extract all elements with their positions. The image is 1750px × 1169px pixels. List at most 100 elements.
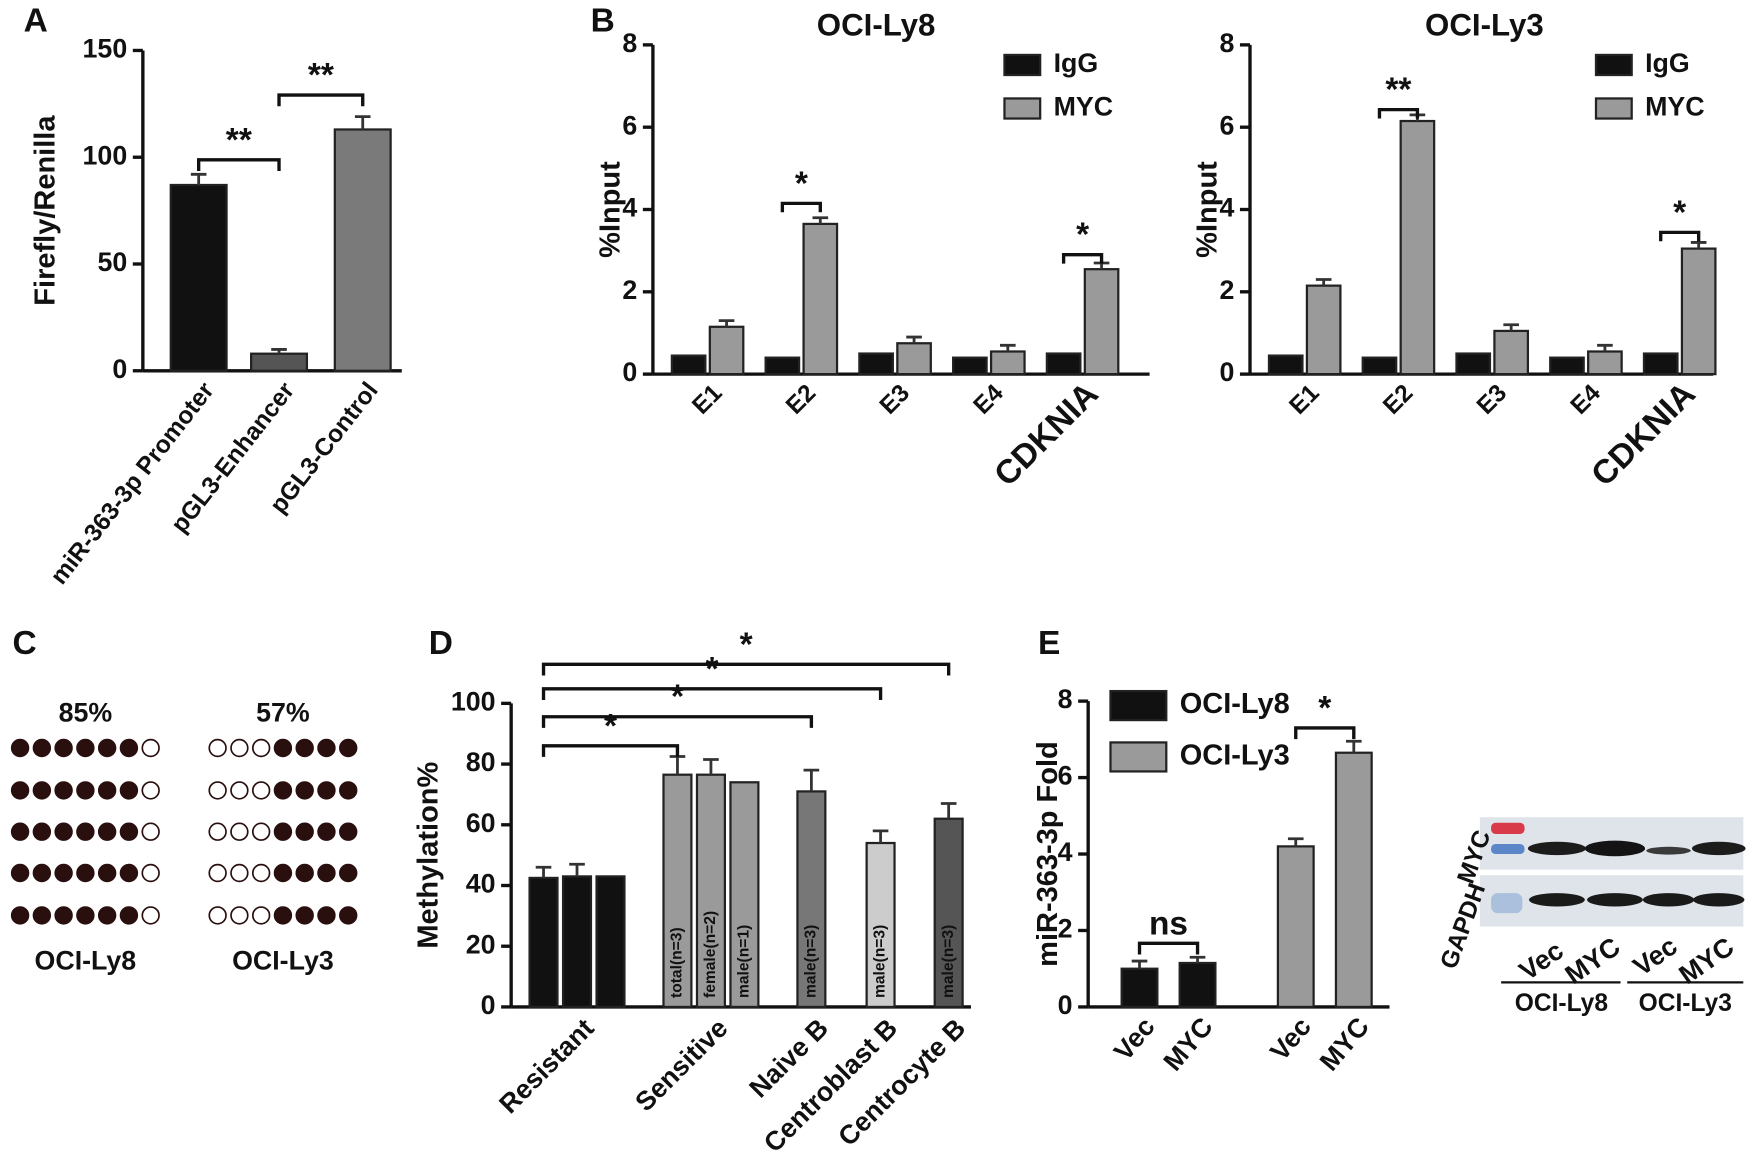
group-label: OCI-Ly8 — [1515, 990, 1608, 1017]
cpg-site — [317, 906, 336, 925]
bar-inner-label: total(n=3) — [535, 927, 552, 998]
cpg-site — [251, 738, 271, 758]
cpg-site — [208, 822, 227, 841]
cpg-site — [119, 781, 139, 800]
y-tick-label: 0 — [622, 357, 637, 387]
cpg-site — [230, 906, 249, 925]
cpg-site — [97, 906, 117, 925]
panel-letter: E — [1038, 625, 1060, 662]
bar-inner-label: male(n=3) — [940, 925, 957, 998]
cpg-site — [97, 738, 117, 758]
y-tick-label: 0 — [1058, 990, 1073, 1020]
y-tick-label: 4 — [1058, 837, 1073, 867]
cpg-site — [141, 863, 160, 883]
band — [1693, 893, 1745, 907]
cpg-site — [76, 738, 95, 758]
cpg-site — [317, 822, 336, 841]
bar-inner-label: total(n=3) — [669, 927, 686, 998]
x-tick-label: E1 — [687, 379, 727, 419]
error-bar — [1597, 343, 1613, 352]
cpg-site — [295, 781, 314, 800]
cpg-site — [208, 863, 227, 883]
bar — [1178, 961, 1217, 1009]
cpg-site — [54, 822, 73, 841]
ladder-band — [1491, 843, 1525, 855]
error-bar — [906, 335, 922, 344]
significance-bracket — [541, 687, 883, 701]
error-bar — [190, 172, 207, 185]
bar — [1334, 751, 1373, 1009]
legend-swatch — [1003, 53, 1042, 77]
cpg-site — [97, 863, 117, 883]
cpg-site — [317, 738, 336, 758]
cpg-site — [230, 863, 249, 883]
y-axis-label: %Input — [1191, 161, 1223, 258]
x-tick-label: CDKNIA — [1585, 375, 1703, 493]
y-tick-label: 8 — [1058, 684, 1073, 714]
cpg-site — [32, 781, 52, 800]
significance-label: ** — [226, 122, 252, 159]
cpg-site — [10, 822, 30, 841]
bar — [1587, 350, 1623, 376]
error-bar — [535, 865, 552, 878]
panel-letter: A — [24, 2, 48, 39]
x-tick-label: E3 — [875, 379, 915, 419]
cpg-site — [339, 738, 358, 758]
legend-label: OCI-Ly3 — [1180, 740, 1290, 772]
cpg-site — [76, 863, 95, 883]
y-tick-label: 0 — [1219, 357, 1234, 387]
y-tick-label: 2 — [1219, 275, 1234, 305]
group-label: OCI-Ly3 — [1639, 990, 1732, 1017]
panel-letter: B — [591, 2, 615, 39]
error-bar — [1131, 959, 1148, 969]
significance-label: * — [1318, 690, 1331, 727]
band — [1646, 846, 1691, 855]
cpg-site — [230, 781, 249, 800]
cpg-site — [10, 738, 30, 758]
bar — [1642, 352, 1679, 376]
legend-label: MYC — [1645, 92, 1704, 122]
cpg-site — [10, 863, 30, 883]
bar — [1549, 356, 1585, 376]
error-bar — [569, 862, 585, 877]
bar — [169, 183, 228, 372]
significance-bracket — [541, 715, 814, 728]
bar — [1120, 967, 1159, 1009]
cpg-site — [141, 822, 160, 841]
bar-inner-label: female(n=2) — [702, 911, 719, 998]
bar — [670, 354, 707, 376]
ladder-band — [1491, 893, 1523, 914]
error-bar — [718, 319, 735, 327]
cpg-site — [339, 822, 358, 841]
cpg-site — [119, 863, 139, 883]
bar — [764, 356, 801, 376]
legend-swatch — [1594, 53, 1633, 77]
cpg-site — [119, 738, 139, 758]
cpg-site — [230, 822, 249, 841]
ladder-band — [1491, 822, 1525, 834]
cpg-site — [295, 738, 314, 758]
cpg-site — [251, 906, 271, 925]
y-tick-label: 8 — [1219, 28, 1234, 58]
x-tick-label: E1 — [1284, 379, 1324, 419]
y-axis-label: miR-363-3p Fold — [1032, 741, 1064, 967]
significance-bracket — [780, 201, 822, 213]
cpg-site — [295, 863, 314, 883]
cpg-site — [10, 781, 30, 800]
cpg-site — [251, 822, 271, 841]
bar-inner-label: male(n=1) — [602, 925, 619, 998]
lane-label: MYC — [1560, 931, 1626, 990]
cpg-site — [119, 906, 139, 925]
bar — [989, 350, 1026, 376]
cpg-site — [317, 781, 336, 800]
y-tick-label: 20 — [466, 929, 496, 959]
significance-label: * — [604, 708, 617, 745]
bar — [1493, 329, 1530, 376]
bar — [333, 128, 392, 372]
group-label: OCI-Ly8 — [35, 945, 137, 975]
group-label: OCI-Ly3 — [232, 945, 334, 975]
y-tick-label: 2 — [622, 275, 637, 305]
x-tick-label: E2 — [781, 379, 821, 419]
y-tick-label: 6 — [1058, 761, 1073, 791]
